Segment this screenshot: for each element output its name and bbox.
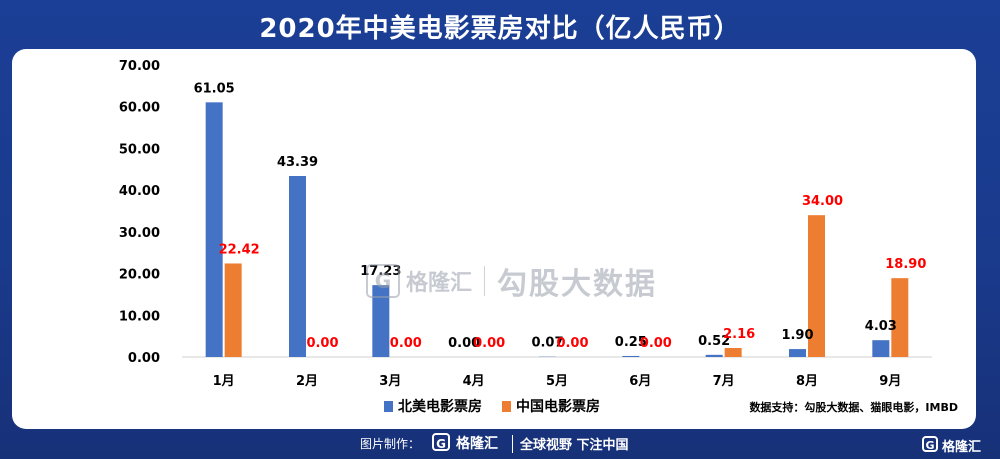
chart-panel: 0.00 10.00 20.00 30.00 40.00 50.00 60.00 70.00 6… [12,49,976,429]
x-tick-label: 1月 [213,374,235,389]
data-label-china: 18.90 [885,257,926,272]
data-label-north-america: 0.25 [615,335,647,350]
y-tick-label: 10.00 [119,309,160,324]
x-tick-label: 2月 [296,374,318,389]
legend-swatch-china [502,401,511,412]
watermark-brand: 格隆汇 [406,271,473,296]
data-label-north-america: 0.07 [531,336,563,351]
data-label-china: 2.16 [723,327,755,342]
footer-slogan: 全球视野 下注中国 [520,438,629,453]
footer-logo-icon: G [432,433,450,451]
source-note: 数据支持：勾股大数据、猫眼电影，IMBD [749,400,958,414]
legend-label-north-america: 北美电影票房 [398,398,482,415]
data-label-north-america: 61.05 [194,81,235,96]
corner-logo-icon: G [922,436,938,452]
watermark-logo-icon: G [366,264,400,298]
y-tick-label: 40.00 [119,184,160,199]
bar-north-america [289,176,306,357]
legend-swatch-north-america [384,401,393,412]
y-tick-label: 20.00 [119,268,160,283]
data-label-china: 0.00 [640,336,672,351]
data-label-north-america: 1.90 [781,328,813,343]
x-tick-label: 4月 [463,374,485,389]
data-label-north-america: 0.00 [448,336,480,351]
bar-china [224,263,242,357]
data-label-china: 0.00 [390,336,422,351]
data-label-north-america: 0.52 [698,334,730,349]
y-tick-label: 0.00 [128,351,160,366]
y-tick-label: 70.00 [119,59,160,74]
footer-divider [512,435,513,453]
x-tick-label: 8月 [796,374,818,389]
chart-title: 2020年中美电影票房对比（亿人民币） [259,14,741,44]
y-tick-label: 60.00 [119,101,160,116]
bar-china [891,278,909,357]
bar-chart: 0.00 10.00 20.00 30.00 40.00 50.00 60.00 70.00 6… [119,59,958,415]
bar-north-america [622,355,640,357]
data-label-china: 34.00 [802,194,843,209]
data-label-china: 22.42 [219,242,260,257]
bar-china [808,215,825,357]
watermark-text: 勾股大数据 [497,267,658,302]
watermark-divider [484,266,486,296]
watermark: G 格隆汇 勾股大数据 [366,259,657,303]
x-tick-label: 6月 [629,374,651,389]
y-tick-label: 50.00 [119,142,160,157]
footer-made-by-label: 图片制作： [360,437,421,451]
bar-north-america [372,285,390,357]
x-tick-label: 7月 [713,374,735,389]
corner-brand: 格隆汇 [942,440,982,455]
x-tick-label: 9月 [879,374,901,389]
bar-north-america [872,340,890,357]
bar-north-america [205,102,223,357]
data-label-north-america: 4.03 [865,319,897,334]
data-label-north-america: 43.39 [277,155,318,170]
data-label-china: 0.00 [556,336,588,351]
footer-brand: 格隆汇 [456,436,498,452]
data-label-china: 0.00 [306,336,338,351]
y-tick-label: 30.00 [119,226,160,241]
x-tick-label: 3月 [379,374,401,389]
bar-china [724,347,742,357]
bar-north-america [789,349,806,357]
x-tick-label: 5月 [546,374,568,389]
data-label-china: 0.00 [473,336,505,351]
legend-label-china: 中国电影票房 [516,398,600,415]
bar-north-america [705,354,723,357]
footer: 图片制作： G 格隆汇 全球视野 下注中国 [0,429,1000,459]
